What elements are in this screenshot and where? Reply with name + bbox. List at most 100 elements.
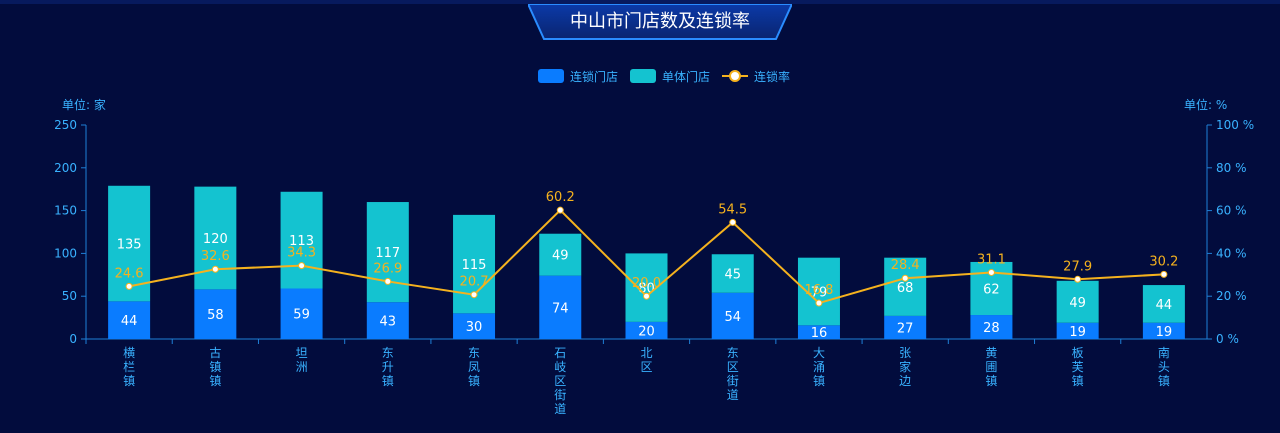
bar-single (366, 202, 409, 303)
bar-chain (1056, 322, 1099, 339)
bar-single-label: 117 (375, 246, 400, 261)
rate-label: 30.2 (1149, 254, 1178, 269)
rate-point (901, 274, 909, 282)
bar-chain (884, 315, 927, 339)
bar-chain (797, 325, 840, 339)
bar-single (884, 257, 927, 316)
bar-single-label: 62 (983, 282, 1000, 297)
rate-point (1074, 275, 1082, 283)
y-left-tick-label: 150 (54, 204, 77, 218)
bar-single-label: 68 (897, 281, 914, 296)
rate-point (729, 218, 737, 226)
bar-single (280, 191, 323, 289)
rate-label: 20.0 (632, 276, 661, 291)
bar-chain-label: 59 (293, 308, 310, 323)
rate-point (643, 292, 650, 300)
bar-chain-label: 28 (983, 321, 1000, 336)
bar-chain (453, 313, 496, 339)
bar-chain (366, 302, 409, 339)
bar-single-label: 113 (289, 234, 314, 249)
legend-label-chain: 连锁门店 (570, 69, 619, 84)
bar-single-label: 44 (1156, 298, 1173, 313)
rate-label: 27.9 (1063, 259, 1092, 274)
rate-label: 16.8 (804, 283, 833, 298)
rate-point (987, 268, 995, 276)
x-tick-label: 大涌镇 (813, 346, 825, 388)
legend-label-rate: 连锁率 (754, 69, 791, 84)
y-right-tick-label: 20 % (1216, 289, 1247, 303)
rate-label: 31.1 (977, 252, 1006, 267)
bar-single-label: 45 (724, 268, 741, 283)
bar-chain-label: 58 (207, 308, 224, 323)
legend-swatch-single (630, 69, 657, 83)
bar-chain-label: 43 (380, 315, 397, 330)
rate-point (125, 282, 133, 290)
x-tick-label: 黄圃镇 (985, 346, 997, 388)
x-tick-label: 古镇镇 (209, 345, 221, 388)
bar-chain-label: 20 (638, 324, 655, 339)
chart-title: 中山市门店数及连锁率 (570, 11, 750, 32)
legend-item-single[interactable]: 单体门店 (630, 68, 710, 85)
legend-swatch-rate (722, 69, 749, 83)
bar-chain (1142, 322, 1185, 339)
x-tick-label: 东凤镇 (468, 346, 480, 388)
y-right-tick-label: 80 % (1216, 161, 1247, 175)
rate-point (556, 206, 564, 214)
bar-single-label: 49 (552, 249, 569, 264)
right-axis-unit: 单位: % (1184, 98, 1228, 112)
bar-chain (194, 289, 237, 339)
x-tick-label: 东升镇 (382, 346, 394, 388)
bar-chain (108, 301, 151, 339)
y-right-tick-label: 100 % (1216, 118, 1254, 132)
bar-single-label: 49 (1069, 296, 1086, 311)
bar-single (625, 253, 668, 322)
x-tick-label: 南头镇 (1158, 345, 1170, 388)
bar-single (1142, 285, 1185, 323)
rate-label: 34.3 (287, 246, 316, 261)
bar-chain (970, 315, 1013, 339)
top-strip (0, 0, 1280, 4)
legend-item-rate[interactable]: 连锁率 (722, 68, 790, 85)
bar-chain (539, 275, 582, 339)
rate-point (1160, 270, 1168, 278)
y-right-tick-label: 0 % (1216, 332, 1239, 346)
legend: 连锁门店 单体门店 连锁率 (538, 67, 802, 85)
y-left-tick-label: 0 (69, 332, 77, 346)
x-tick-label: 张家边 (899, 346, 911, 388)
x-tick-label: 板芙镇 (1072, 346, 1084, 388)
rate-label: 54.5 (718, 202, 747, 217)
bar-chain-label: 74 (552, 301, 569, 316)
rate-point (470, 291, 478, 299)
title-banner (528, 4, 792, 40)
bar-chain (280, 288, 323, 339)
bar-chain (711, 292, 754, 339)
y-right-tick-label: 60 % (1216, 204, 1247, 218)
rate-point (211, 265, 219, 273)
bar-chain (625, 321, 668, 339)
bar-chain-label: 44 (121, 314, 138, 329)
y-left-tick-label: 200 (54, 161, 77, 175)
bar-chain-label: 16 (811, 326, 828, 341)
bar-single-label: 135 (117, 238, 142, 253)
bar-chain-label: 30 (466, 320, 483, 335)
rate-label: 20.7 (460, 275, 489, 290)
legend-label-single: 单体门店 (662, 69, 711, 84)
bar-single-label: 120 (203, 232, 228, 247)
rate-point (298, 262, 306, 270)
bar-single (711, 254, 754, 293)
x-tick-label: 东区街道 (727, 346, 739, 402)
bar-chain-label: 27 (897, 321, 914, 336)
x-tick-label: 北区 (640, 346, 652, 374)
legend-item-chain[interactable]: 连锁门店 (538, 68, 618, 85)
left-axis-unit: 单位: 家 (62, 98, 106, 112)
rate-label: 24.6 (115, 266, 144, 281)
x-tick-label: 横栏镇 (123, 346, 135, 388)
rate-label: 26.9 (373, 261, 402, 276)
y-left-tick-label: 100 (54, 246, 77, 260)
legend-swatch-chain (538, 69, 564, 83)
bar-chain-label: 19 (1069, 325, 1086, 340)
rate-label: 60.2 (546, 190, 575, 205)
bar-chain-label: 19 (1156, 325, 1173, 340)
bar-single-label: 115 (462, 258, 487, 273)
